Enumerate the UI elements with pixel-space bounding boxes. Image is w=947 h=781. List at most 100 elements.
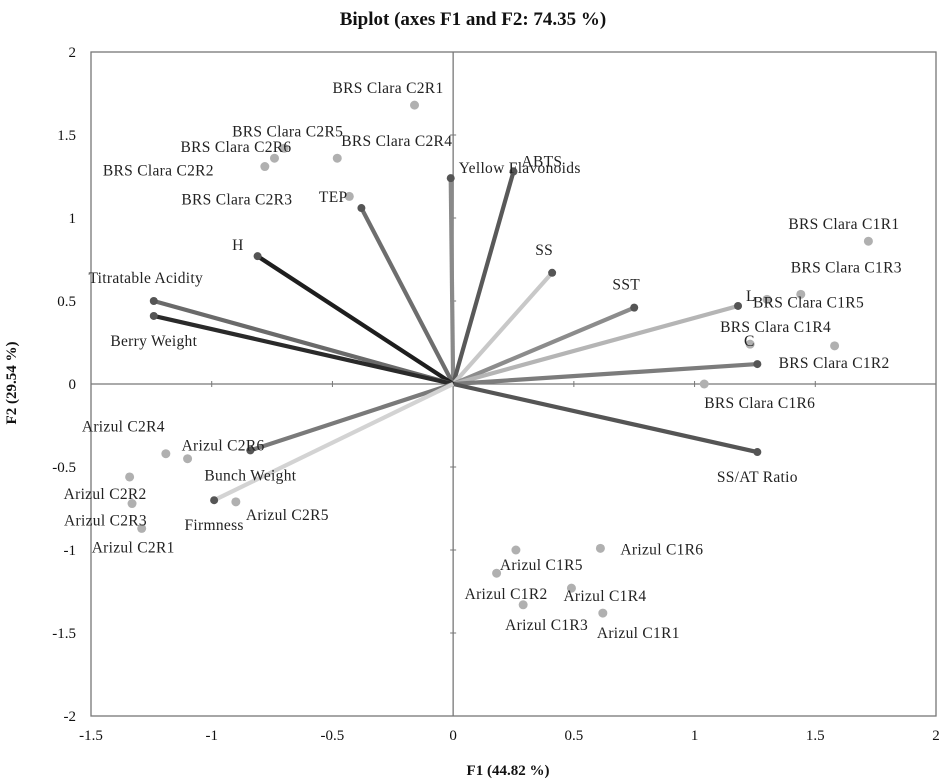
variable-label: Firmness — [185, 517, 244, 534]
observation-label: BRS Clara C1R2 — [779, 355, 890, 372]
observation-point — [332, 153, 342, 163]
y-tick-label: -1 — [64, 543, 77, 559]
y-tick-label: 0 — [69, 377, 77, 393]
x-tick-label: -0.5 — [321, 728, 345, 744]
observation-label: Arizul C2R5 — [246, 507, 329, 524]
x-tick-label: 1.5 — [806, 728, 825, 744]
variable-vector — [453, 361, 758, 387]
variable-label: TEP — [319, 189, 347, 206]
observation-label: Arizul C1R6 — [620, 541, 703, 558]
variable-vector — [452, 305, 636, 386]
observation-point — [762, 294, 772, 304]
variable-label: Titratable Acidity — [88, 270, 203, 287]
observation-label: BRS Clara C1R6 — [704, 395, 815, 412]
observation-point — [260, 162, 270, 172]
y-axis-title: F2 (29.54 %) — [4, 342, 20, 425]
variable-vector — [451, 271, 554, 386]
variable-vector — [213, 382, 455, 503]
x-tick-label: -1 — [205, 728, 218, 744]
variable-vectors — [149, 167, 762, 505]
variable-point — [246, 446, 255, 455]
variable-label: C — [744, 333, 755, 350]
variable-vector — [452, 303, 739, 387]
variable-label: Bunch Weight — [204, 467, 296, 484]
variable-label: L — [746, 288, 756, 305]
x-tick-label: 2 — [932, 728, 940, 744]
variable-point — [357, 204, 366, 213]
variable-vector — [448, 178, 456, 385]
variable-vector — [359, 207, 456, 385]
observation-label: BRS Clara C2R4 — [341, 133, 452, 150]
variable-point — [548, 268, 557, 277]
observation-point — [492, 568, 502, 578]
observation-point — [231, 497, 241, 507]
observation-point — [699, 379, 709, 389]
variable-vector — [249, 382, 454, 453]
observation-point — [161, 449, 171, 459]
observation-label: Arizul C2R6 — [182, 438, 265, 455]
y-tick-label: 1.5 — [57, 128, 76, 144]
x-tick-label: -1.5 — [79, 728, 103, 744]
y-tick-label: 0.5 — [57, 294, 76, 310]
observation-label: Arizul C1R1 — [597, 625, 680, 642]
observation-point — [745, 339, 755, 349]
observation-label: Arizul C2R4 — [82, 419, 165, 436]
variable-point — [753, 448, 762, 457]
variable-point — [253, 252, 262, 261]
observation-label: Arizul C2R3 — [64, 513, 147, 530]
variable-label: SS — [535, 242, 553, 259]
variable-label: ABTS — [522, 154, 563, 171]
observation-label: BRS Clara C1R1 — [788, 216, 899, 233]
y-tick-label: 2 — [69, 45, 77, 61]
observation-label: Arizul C1R3 — [505, 617, 588, 634]
observation-label: BRS Clara C2R3 — [181, 191, 292, 208]
variable-point — [210, 496, 219, 505]
observation-point — [595, 543, 605, 553]
observation-label: Arizul C1R2 — [465, 586, 548, 603]
observation-point — [183, 454, 193, 464]
variable-point — [734, 301, 743, 310]
observation-label: BRS Clara C2R6 — [180, 139, 291, 156]
observation-label: BRS Clara C1R5 — [753, 294, 864, 311]
observation-point — [344, 191, 354, 201]
y-tick-label: -2 — [64, 709, 77, 725]
variable-label: Berry Weight — [110, 333, 197, 350]
variable-point — [149, 311, 158, 320]
observation-points — [125, 100, 873, 618]
x-axis-title: F1 (44.82 %) — [467, 763, 550, 779]
variable-label: SS/AT Ratio — [717, 469, 798, 486]
observation-point — [410, 100, 420, 110]
observation-point — [796, 289, 806, 299]
y-tick-label: 1 — [69, 211, 77, 227]
observation-point — [269, 153, 279, 163]
variable-point — [149, 297, 158, 305]
observation-point — [137, 523, 147, 533]
observation-label: BRS Clara C1R4 — [720, 319, 831, 336]
observation-label: Arizul C2R1 — [92, 539, 175, 556]
observation-label: BRS Clara C1R3 — [791, 259, 902, 276]
observation-label: Arizul C2R2 — [64, 486, 147, 503]
observation-point — [518, 600, 528, 610]
observation-point — [511, 545, 521, 555]
x-tick-label: 1 — [691, 728, 699, 744]
variable-label: H — [232, 237, 244, 254]
observation-point — [566, 583, 576, 593]
variable-label: Yellow Flavonoids — [459, 160, 581, 177]
axis-ticks: -1.5 -1 -0.5 0 0.5 1 1.5 2-2-1.5-1-0.500.511.52 — [52, 45, 940, 744]
observation-label: BRS Clara C2R2 — [103, 163, 214, 180]
observation-label: BRS Clara C2R1 — [333, 80, 444, 97]
observation-label: BRS Clara C2R5 — [232, 123, 343, 140]
observation-point — [598, 608, 608, 618]
variable-label: SST — [612, 277, 640, 294]
variable-vector — [452, 381, 758, 455]
observation-point — [863, 236, 873, 246]
observation-point — [279, 143, 289, 153]
variable-point — [509, 167, 518, 176]
variable-vector — [451, 170, 516, 385]
variable-vector — [153, 313, 454, 387]
observation-point — [127, 499, 137, 509]
observation-label: Arizul C1R4 — [563, 588, 646, 605]
